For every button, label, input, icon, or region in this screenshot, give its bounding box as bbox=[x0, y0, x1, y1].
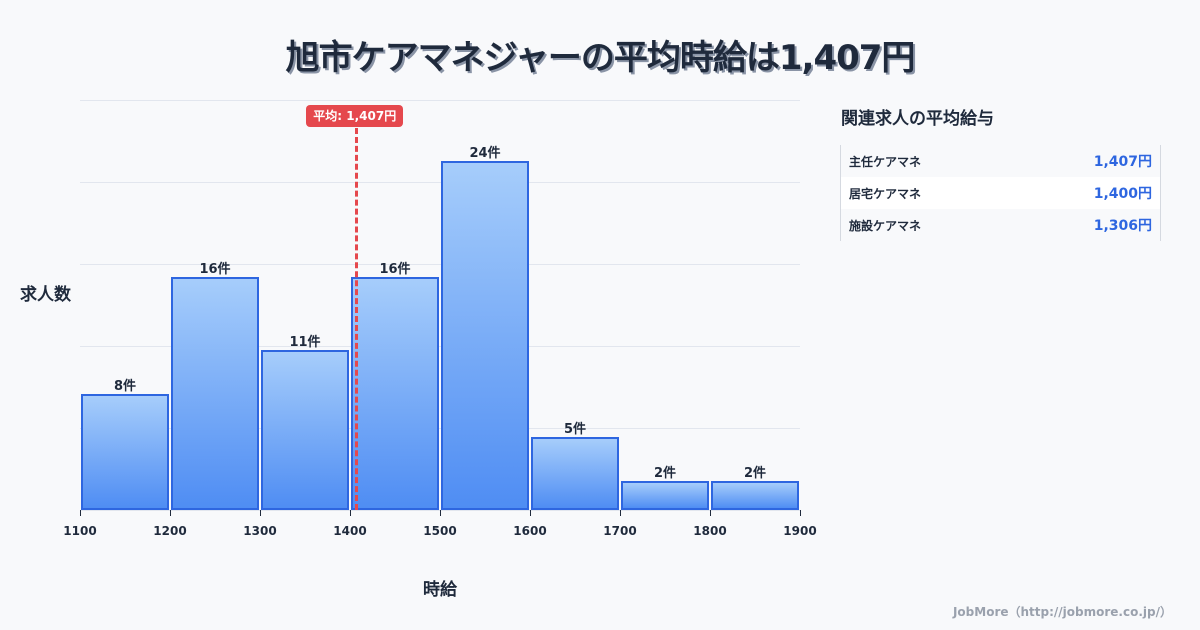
job-name: 主任ケアマネ bbox=[849, 154, 922, 169]
gridline bbox=[80, 428, 800, 429]
related-salary-row: 居宅ケアマネ 1,400円 bbox=[841, 177, 1160, 209]
job-salary: 1,400円 bbox=[1093, 186, 1152, 202]
x-tick-label: 1500 bbox=[423, 524, 457, 538]
histogram-bar bbox=[621, 480, 709, 510]
bar-value-label: 5件 bbox=[563, 422, 587, 438]
x-tick-label: 1300 bbox=[243, 524, 277, 538]
x-tick-label: 1400 bbox=[333, 524, 367, 538]
related-salary-table: 主任ケアマネ 1,407円 居宅ケアマネ 1,400円 施設ケアマネ 1,306… bbox=[840, 145, 1161, 241]
x-tick-label: 1900 bbox=[783, 524, 817, 538]
job-salary: 1,407円 bbox=[1093, 154, 1152, 170]
histogram-bar bbox=[351, 277, 439, 510]
histogram-bar bbox=[171, 277, 259, 510]
x-tick bbox=[260, 510, 261, 516]
x-tick bbox=[530, 510, 531, 516]
x-tick-label: 1800 bbox=[693, 524, 727, 538]
bar-value-label: 11件 bbox=[289, 335, 321, 351]
gridline bbox=[80, 182, 800, 183]
mean-line bbox=[355, 128, 359, 510]
plot-area: 8件 16件 11件 16件 24件 5件 2件 2件 bbox=[80, 100, 800, 511]
job-name: 居宅ケアマネ bbox=[849, 186, 922, 201]
x-tick-label: 1200 bbox=[153, 524, 187, 538]
x-tick-label: 1600 bbox=[513, 524, 547, 538]
histogram-bar bbox=[711, 480, 799, 510]
bar-value-label: 16件 bbox=[379, 262, 411, 278]
x-tick-label: 1100 bbox=[63, 524, 97, 538]
related-salary-title: 関連求人の平均給与 bbox=[841, 109, 994, 129]
x-tick bbox=[350, 510, 351, 516]
bar-value-label: 2件 bbox=[743, 465, 767, 481]
gridline bbox=[80, 264, 800, 265]
bar-value-label: 8件 bbox=[113, 378, 137, 394]
x-tick bbox=[620, 510, 621, 516]
x-tick bbox=[170, 510, 171, 516]
x-tick bbox=[80, 510, 81, 516]
related-salary-row: 主任ケアマネ 1,407円 bbox=[841, 145, 1160, 177]
histogram-bar bbox=[261, 350, 349, 510]
mean-badge: 平均: 1,407円 bbox=[306, 105, 404, 127]
x-axis-label: 時給 bbox=[423, 580, 457, 600]
job-salary: 1,306円 bbox=[1093, 218, 1152, 234]
histogram-bar bbox=[531, 437, 619, 510]
x-tick-label: 1700 bbox=[603, 524, 637, 538]
histogram-bar bbox=[81, 393, 169, 510]
related-salary-row: 施設ケアマネ 1,306円 bbox=[841, 209, 1160, 241]
x-tick bbox=[800, 510, 801, 516]
gridline bbox=[80, 346, 800, 347]
source-credit: JobMore（http://jobmore.co.jp/） bbox=[952, 605, 1172, 619]
y-axis-label: 求人数 bbox=[20, 285, 71, 305]
x-tick bbox=[710, 510, 711, 516]
bar-value-label: 16件 bbox=[199, 262, 231, 278]
gridline bbox=[80, 100, 800, 101]
histogram-bar bbox=[441, 161, 529, 510]
chart-title: 旭市ケアマネジャーの平均時給は1,407円 bbox=[285, 38, 916, 78]
bar-value-label: 2件 bbox=[653, 465, 677, 481]
job-name: 施設ケアマネ bbox=[849, 218, 922, 233]
x-tick bbox=[440, 510, 441, 516]
bar-value-label: 24件 bbox=[469, 146, 501, 162]
